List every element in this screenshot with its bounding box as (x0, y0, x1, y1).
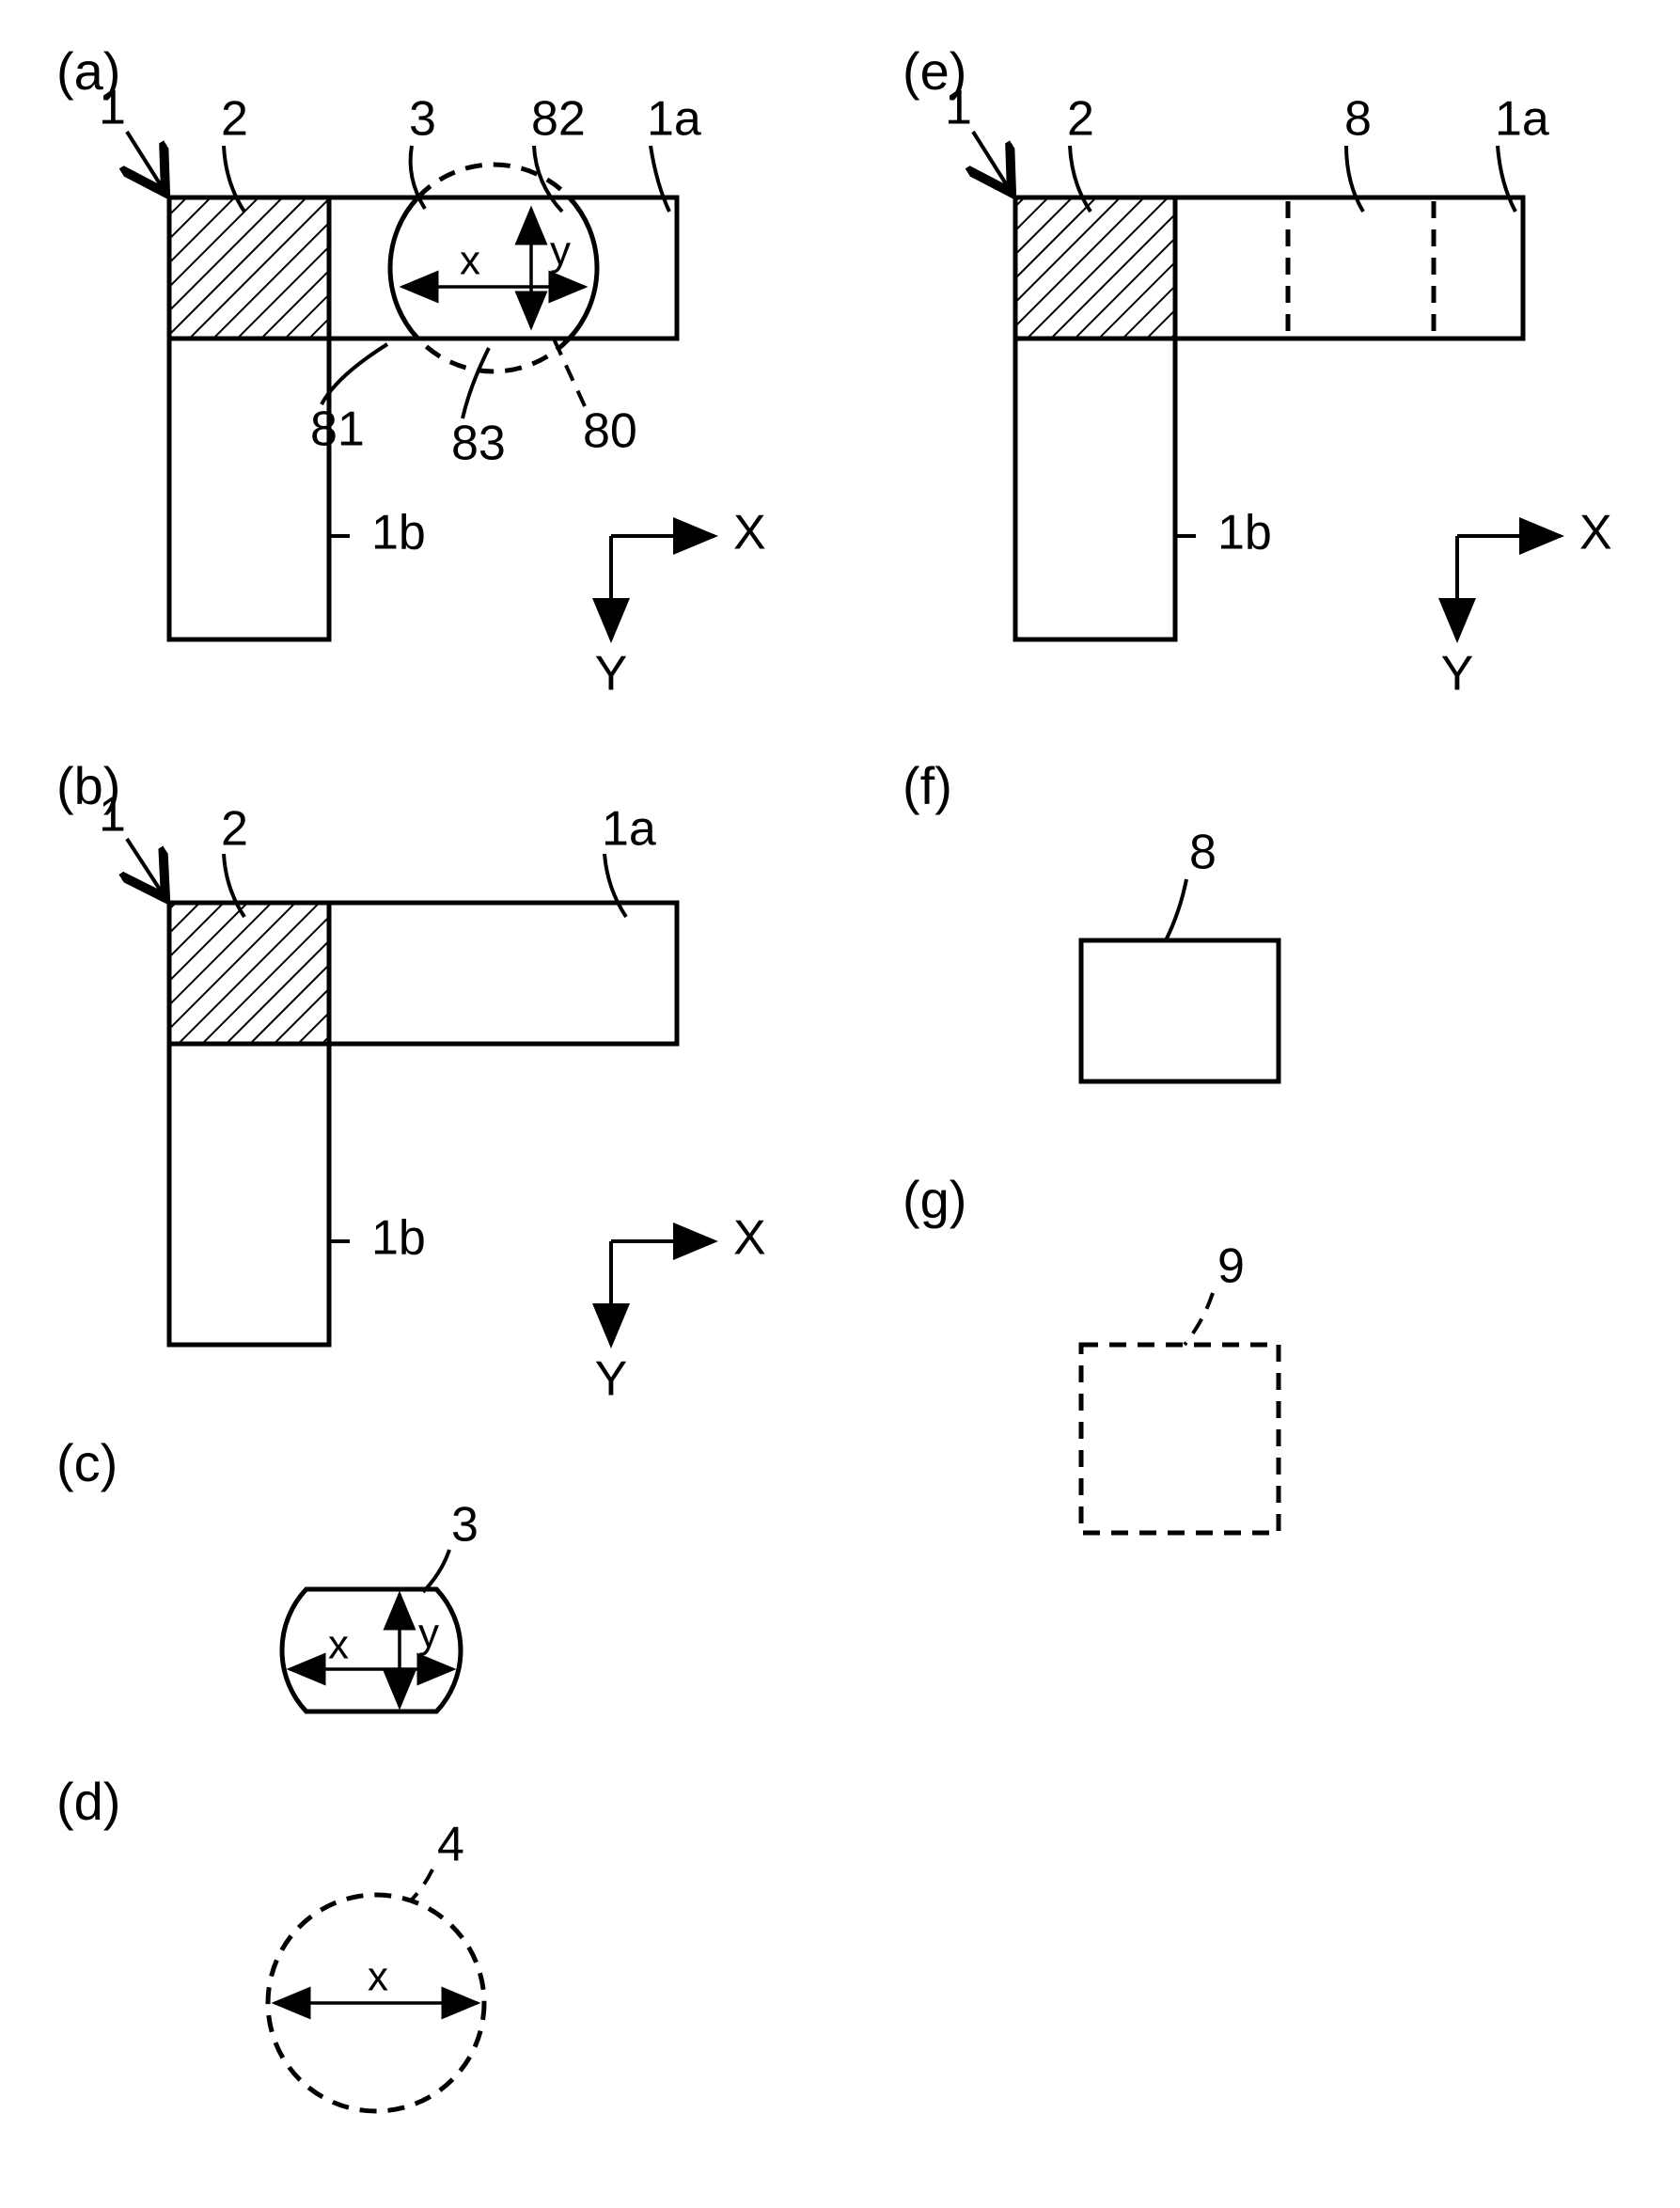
ref-1a: 1a (647, 92, 701, 147)
ref-4: 4 (437, 1818, 464, 1872)
ref-2: 2 (221, 802, 248, 857)
panel-label-g: (g) (903, 1170, 966, 1229)
ref-1a: 1a (602, 802, 656, 857)
ref-2: 2 (1067, 92, 1094, 147)
arc-81 (390, 197, 418, 339)
ref-81: 81 (310, 402, 365, 457)
hatched-region (169, 197, 329, 339)
svg-text:x: x (328, 1622, 349, 1668)
svg-text:Y: Y (595, 1352, 628, 1407)
ref-1b: 1b (371, 1211, 426, 1266)
ref-8: 8 (1189, 826, 1217, 880)
ref-1: 1 (99, 788, 126, 843)
svg-text:Y: Y (595, 647, 628, 702)
ref-3: 3 (451, 1498, 479, 1553)
ref-9: 9 (1217, 1239, 1245, 1294)
svg-text:Y: Y (1441, 647, 1474, 702)
ref-1b: 1b (1217, 506, 1272, 560)
svg-text:y: y (418, 1611, 439, 1657)
hatched-region (1015, 197, 1175, 339)
ref-2: 2 (221, 92, 248, 147)
ref-8: 8 (1344, 92, 1372, 147)
ref-1: 1 (99, 81, 126, 135)
panel-label-c: (c) (56, 1433, 118, 1492)
ref-83: 83 (451, 417, 506, 471)
arc-83 (418, 339, 570, 371)
ref-1: 1 (945, 81, 972, 135)
svg-text:x: x (460, 238, 480, 284)
svg-text:y: y (550, 229, 571, 275)
svg-text:X: X (733, 1211, 766, 1266)
svg-text:X: X (1579, 506, 1612, 560)
ref-3: 3 (409, 92, 436, 147)
panel-label-f: (f) (903, 756, 952, 815)
ref-1a: 1a (1495, 92, 1549, 147)
panel-label-d: (d) (56, 1772, 120, 1831)
svg-text:x: x (368, 1954, 388, 2000)
ref-1b: 1b (371, 506, 426, 560)
arc-80 (569, 197, 597, 339)
hatched-region (169, 903, 329, 1044)
svg-text:X: X (733, 506, 766, 560)
ref-82: 82 (531, 92, 586, 147)
ref-80: 80 (583, 404, 637, 459)
